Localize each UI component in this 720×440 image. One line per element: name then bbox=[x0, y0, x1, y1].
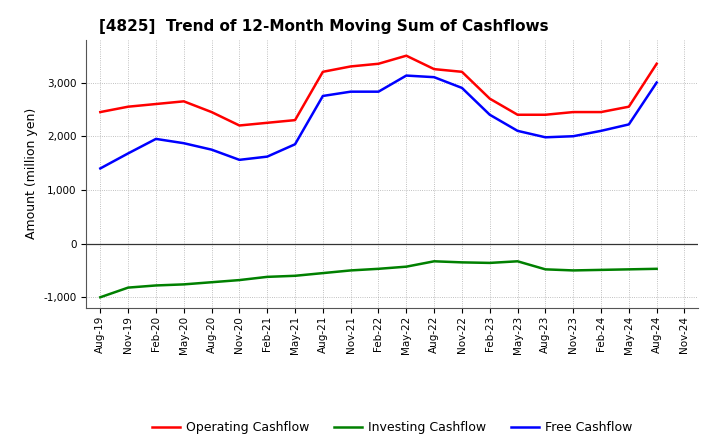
Free Cashflow bbox=[458, 85, 467, 91]
Free Cashflow bbox=[569, 134, 577, 139]
Operating Cashflow bbox=[235, 123, 243, 128]
Operating Cashflow bbox=[207, 110, 216, 115]
Investing Cashflow bbox=[346, 268, 355, 273]
Free Cashflow bbox=[207, 147, 216, 152]
Free Cashflow bbox=[430, 74, 438, 80]
Free Cashflow bbox=[624, 122, 633, 127]
Free Cashflow bbox=[318, 93, 327, 99]
Investing Cashflow bbox=[485, 260, 494, 266]
Investing Cashflow bbox=[291, 273, 300, 279]
Operating Cashflow bbox=[569, 110, 577, 115]
Free Cashflow bbox=[235, 157, 243, 162]
Investing Cashflow bbox=[374, 266, 383, 271]
Investing Cashflow bbox=[179, 282, 188, 287]
Free Cashflow bbox=[597, 128, 606, 133]
Operating Cashflow bbox=[263, 120, 271, 125]
Free Cashflow bbox=[263, 154, 271, 159]
Free Cashflow bbox=[513, 128, 522, 133]
Operating Cashflow bbox=[318, 69, 327, 74]
Text: [4825]  Trend of 12-Month Moving Sum of Cashflows: [4825] Trend of 12-Month Moving Sum of C… bbox=[99, 19, 548, 34]
Investing Cashflow bbox=[263, 274, 271, 279]
Investing Cashflow bbox=[513, 259, 522, 264]
Operating Cashflow bbox=[652, 61, 661, 66]
Operating Cashflow bbox=[402, 53, 410, 59]
Free Cashflow bbox=[346, 89, 355, 94]
Free Cashflow bbox=[152, 136, 161, 142]
Operating Cashflow bbox=[513, 112, 522, 117]
Operating Cashflow bbox=[291, 117, 300, 123]
Operating Cashflow bbox=[597, 110, 606, 115]
Free Cashflow bbox=[541, 135, 550, 140]
Line: Investing Cashflow: Investing Cashflow bbox=[100, 261, 657, 297]
Investing Cashflow bbox=[96, 295, 104, 300]
Line: Free Cashflow: Free Cashflow bbox=[100, 76, 657, 169]
Investing Cashflow bbox=[624, 267, 633, 272]
Operating Cashflow bbox=[96, 110, 104, 115]
Investing Cashflow bbox=[430, 259, 438, 264]
Operating Cashflow bbox=[624, 104, 633, 109]
Operating Cashflow bbox=[179, 99, 188, 104]
Investing Cashflow bbox=[652, 266, 661, 271]
Investing Cashflow bbox=[152, 283, 161, 288]
Free Cashflow bbox=[124, 151, 132, 156]
Free Cashflow bbox=[179, 140, 188, 146]
Y-axis label: Amount (million yen): Amount (million yen) bbox=[25, 108, 38, 239]
Operating Cashflow bbox=[152, 101, 161, 106]
Operating Cashflow bbox=[430, 66, 438, 72]
Investing Cashflow bbox=[402, 264, 410, 269]
Operating Cashflow bbox=[485, 96, 494, 101]
Operating Cashflow bbox=[346, 64, 355, 69]
Investing Cashflow bbox=[318, 271, 327, 276]
Operating Cashflow bbox=[374, 61, 383, 66]
Investing Cashflow bbox=[569, 268, 577, 273]
Investing Cashflow bbox=[541, 267, 550, 272]
Investing Cashflow bbox=[597, 267, 606, 272]
Operating Cashflow bbox=[541, 112, 550, 117]
Free Cashflow bbox=[374, 89, 383, 94]
Line: Operating Cashflow: Operating Cashflow bbox=[100, 56, 657, 125]
Legend: Operating Cashflow, Investing Cashflow, Free Cashflow: Operating Cashflow, Investing Cashflow, … bbox=[148, 416, 637, 439]
Free Cashflow bbox=[652, 80, 661, 85]
Free Cashflow bbox=[291, 142, 300, 147]
Investing Cashflow bbox=[458, 260, 467, 265]
Investing Cashflow bbox=[207, 279, 216, 285]
Investing Cashflow bbox=[124, 285, 132, 290]
Free Cashflow bbox=[485, 112, 494, 117]
Free Cashflow bbox=[96, 166, 104, 171]
Operating Cashflow bbox=[458, 69, 467, 74]
Investing Cashflow bbox=[235, 278, 243, 283]
Operating Cashflow bbox=[124, 104, 132, 109]
Free Cashflow bbox=[402, 73, 410, 78]
